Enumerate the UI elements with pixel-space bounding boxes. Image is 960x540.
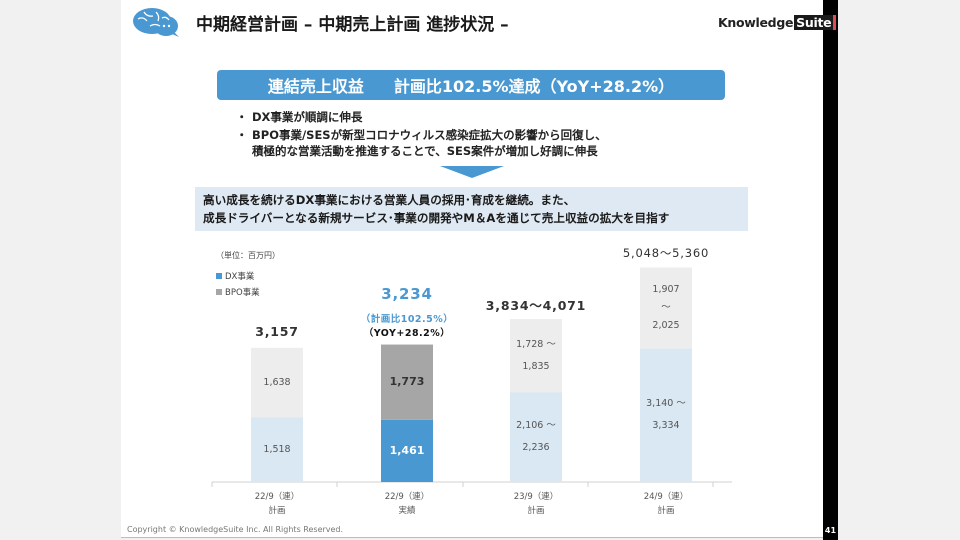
segment-label-bpo: 1,728 ～ 1,835 xyxy=(516,338,556,372)
bar-dx xyxy=(381,419,433,482)
bullet-item: 積極的な営業活動を推進することで、SES案件が増加し好調に伸長 xyxy=(236,143,598,159)
segment-label-bpo: 1,638 xyxy=(263,376,291,388)
left-pane xyxy=(0,0,121,540)
bar-bpo xyxy=(251,347,303,418)
legend-item-dx: DX事業 xyxy=(216,270,254,282)
slide-edge-strip xyxy=(823,0,838,540)
segment-label-dx: 3,140 ～ 3,334 xyxy=(646,398,686,432)
bar-bpo xyxy=(510,319,562,393)
x-label-period: 22/9（連） xyxy=(384,492,430,502)
x-axis-label: 23/9（連） 計画 xyxy=(514,490,559,518)
bar-dx xyxy=(640,348,692,482)
highlight-note-yoy: （YOY+28.2%） xyxy=(363,327,451,339)
x-label-period: 23/9（連） xyxy=(513,492,559,502)
right-pane xyxy=(838,0,960,540)
segment-label-dx: 1,518 xyxy=(263,443,291,455)
summary-line: 高い成長を続けるDX事業における営業人員の採用･育成を継続。また、 xyxy=(203,193,576,207)
down-arrow-icon xyxy=(440,166,504,178)
x-label-type: 計画 xyxy=(268,506,286,516)
total-label: 3,834～4,071 xyxy=(485,298,587,314)
page-number: 41 xyxy=(824,526,837,535)
logo-text-suite: Suite xyxy=(794,15,837,30)
headline-banner: 連結売上収益 計画比102.5%達成（YoY+28.2%） xyxy=(217,70,725,100)
bullet-text: BPO事業/SESが新型コロナウィルス感染症拡大の影響から回復し、 xyxy=(252,128,607,142)
knowledgesuite-logo: Knowledge Suite xyxy=(718,15,837,30)
x-label-period: 22/9（連） xyxy=(254,492,300,502)
copyright: Copyright © KnowledgeSuite Inc. All Righ… xyxy=(127,525,344,534)
summary-line: 成長ドライバーとなる新規サービス･事業の開発やM＆Aを通じて売上収益の拡大を目指… xyxy=(203,211,670,225)
x-label-period: 24/9（連） xyxy=(643,492,689,502)
bar-bpo xyxy=(640,267,692,349)
total-label: 3,157 xyxy=(255,323,299,339)
segment-label-bpo: 1,907 ～ 2,025 xyxy=(652,284,680,332)
bar-dx xyxy=(510,392,562,482)
x-axis-label: 24/9（連） 計画 xyxy=(644,490,689,518)
logo-text: Knowledge xyxy=(718,15,794,30)
brain-logo-icon xyxy=(133,8,179,37)
bar-bpo xyxy=(381,344,433,420)
x-axis-label: 22/9（連） 実績 xyxy=(385,490,430,518)
page-title: 中期経営計画 – 中期売上計画 進捗状況 – xyxy=(196,15,509,35)
x-label-type: 実績 xyxy=(398,506,416,516)
bar-dx xyxy=(251,417,303,482)
x-label-type: 計画 xyxy=(527,506,545,516)
headline-right: 計画比102.5%達成（YoY+28.2%） xyxy=(393,77,675,96)
headline-left: 連結売上収益 xyxy=(267,77,364,96)
unit-label: （単位：百万円） xyxy=(216,251,280,260)
bullet-text: 積極的な営業活動を推進することで、SES案件が増加し好調に伸長 xyxy=(252,144,598,158)
bullet-item: ・ BPO事業/SESが新型コロナウィルス感染症拡大の影響から回復し、 xyxy=(236,128,607,142)
total-label: 5,048～5,360 xyxy=(622,245,710,260)
segment-label-dx: 2,106 ～ 2,236 xyxy=(516,420,556,454)
legend-swatch xyxy=(216,273,222,279)
segment-label-bpo: 1,773 xyxy=(389,375,425,389)
total-label-actual: 3,234 xyxy=(381,284,433,303)
x-axis-label: 22/9（連） 計画 xyxy=(255,490,300,518)
segment-label-dx: 1,461 xyxy=(389,443,425,457)
bullet-text: DX事業が順調に伸長 xyxy=(252,110,363,124)
highlight-note-plan-ratio: （計画比102.5%） xyxy=(360,313,454,325)
bullet-item: ・ DX事業が順調に伸長 xyxy=(236,110,363,124)
x-label-type: 計画 xyxy=(657,506,675,516)
legend-item-bpo: BPO事業 xyxy=(216,286,260,298)
legend-swatch xyxy=(216,289,222,295)
summary-box: 高い成長を続けるDX事業における営業人員の採用･育成を継続。また、 成長ドライバ… xyxy=(195,187,748,231)
